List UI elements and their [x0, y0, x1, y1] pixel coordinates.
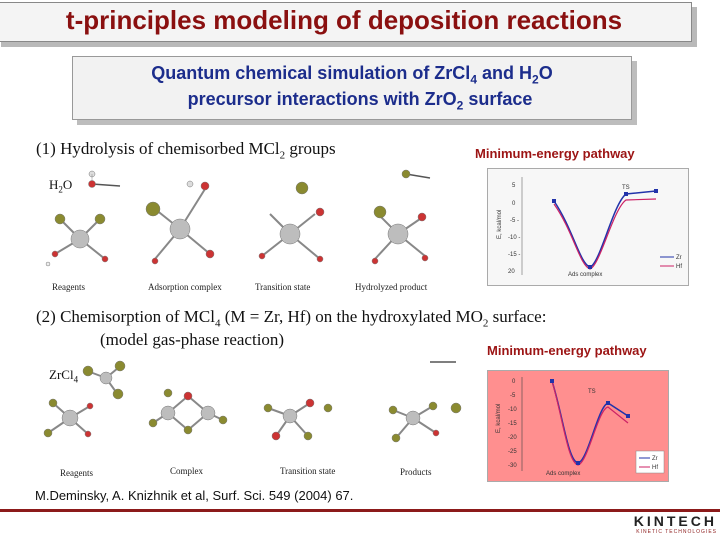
s1-ts-label: TS	[622, 185, 630, 191]
subtitle-line-1: Quantum chemical simulation of ZrCl4 and…	[151, 63, 553, 87]
s2-legend-hf: Hf	[652, 465, 658, 471]
s1-label-adsorption: Adsorption complex	[148, 282, 222, 292]
section2-molecules-figure	[43, 360, 462, 443]
footer-divider	[0, 509, 720, 512]
s1-point-label: Ads complex	[568, 272, 602, 278]
s1-ytick-0: 5	[512, 183, 516, 189]
logo-tagline: KINETIC TECHNOLOGIES	[636, 529, 717, 535]
subtitle-line-2: precursor interactions with ZrO2 surface	[187, 89, 533, 113]
s2-label-reagents: Reagents	[60, 468, 93, 478]
citation: M.Deminsky, A. Knizhnik et al, Surf. Sci…	[35, 488, 354, 503]
s1-legend-hf: Hf	[676, 264, 682, 270]
s2-ytick-1: -5	[510, 393, 516, 399]
s2-ytick-5: -25	[508, 449, 517, 455]
s2-legend-zr: Zr	[652, 456, 658, 462]
section2-heading-line2: (model gas-phase reaction)	[100, 330, 285, 349]
s1-legend-zr: Zr	[676, 255, 682, 261]
section2-reactant: ZrCl4	[49, 367, 79, 385]
s1-yaxis-label: E, kcal/mol	[497, 210, 503, 239]
subtitle-box: Quantum chemical simulation of ZrCl4 and…	[72, 56, 632, 120]
s1-ytick-3: -10 -	[508, 235, 520, 241]
s2-ytick-3: -15	[508, 421, 517, 427]
s1-ytick-2: -5 -	[510, 218, 519, 224]
section1-heading: (1) Hydrolysis of chemisorbed MCl2 group…	[36, 139, 336, 162]
s2-ts-label: TS	[588, 389, 596, 395]
s1-ytick-4: -15 -	[508, 252, 520, 258]
section2-energy-plot: 0 -5 -10 -15 -20 -25 -30 E, kcal/mol TS …	[487, 370, 669, 482]
logo-name: KINTECH	[633, 513, 717, 529]
s2-ytick-6: -30	[508, 463, 517, 469]
s1-ytick-5: 20	[508, 269, 515, 275]
kintech-logo: KINTECH KINETIC TECHNOLOGIES	[617, 513, 717, 537]
s1-label-reagents: Reagents	[52, 282, 85, 292]
s1-ytick-1: 0	[512, 201, 516, 207]
section1-reactant: H2O	[49, 177, 73, 195]
s1-label-transition: Transition state	[255, 282, 311, 292]
section1-molecules-figure	[45, 169, 431, 267]
s2-yaxis-label: E, kcal/mol	[496, 404, 502, 433]
s2-ytick-4: -20	[508, 435, 517, 441]
section2-pathway-title: Minimum-energy pathway	[487, 343, 647, 358]
s2-ytick-2: -10	[508, 407, 517, 413]
s2-label-products: Products	[400, 467, 432, 477]
title-box: t-principles modeling of deposition reac…	[0, 2, 692, 42]
slide-title: t-principles modeling of deposition reac…	[65, 5, 623, 35]
s2-label-transition: Transition state	[280, 466, 336, 476]
section2-heading: (2) Chemisorption of MCl4 (M = Zr, Hf) o…	[36, 307, 547, 330]
s2-label-complex: Complex	[170, 466, 203, 476]
section1-pathway-title: Minimum-energy pathway	[475, 146, 635, 161]
s1-label-product: Hydrolyzed product	[355, 282, 428, 292]
section1-energy-plot: 5 0 -5 - -10 - -15 - 20 E, kcal/mol TS A…	[487, 168, 689, 286]
s2-point-label: Ads complex	[546, 471, 580, 477]
s2-ytick-0: 0	[512, 379, 516, 385]
